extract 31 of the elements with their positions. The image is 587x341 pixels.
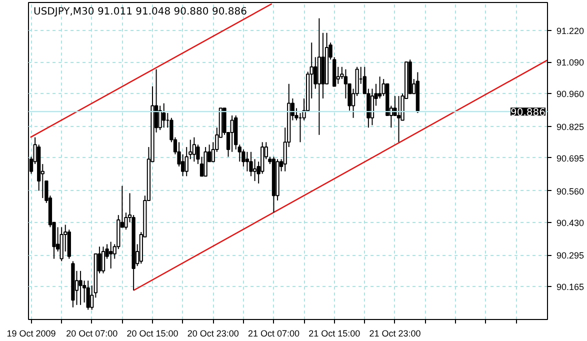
candlestick xyxy=(86,280,90,310)
candlestick xyxy=(78,270,82,306)
y-tick-label: 91.220 xyxy=(556,26,584,36)
y-tick-label: 90.825 xyxy=(556,122,584,132)
candlestick xyxy=(101,246,106,274)
candlestick xyxy=(109,241,113,269)
candlestick xyxy=(230,114,234,152)
candlestick xyxy=(378,76,382,99)
candlestick xyxy=(396,96,401,143)
x-tick-label: 20 Oct 07:00 xyxy=(66,328,118,338)
x-tick-label: 21 Oct 23:00 xyxy=(369,328,421,338)
x-tick-label: 21 Oct 07:00 xyxy=(248,328,300,338)
y-tick-label: 90.295 xyxy=(556,250,584,261)
candlestick xyxy=(158,105,162,131)
candlestick xyxy=(249,151,253,177)
candlestick xyxy=(192,136,196,162)
candlestick xyxy=(252,158,257,182)
x-tick-label: 21 Oct 15:00 xyxy=(308,328,360,338)
x-tick-label: 20 Oct 23:00 xyxy=(187,328,239,338)
chart-title: USDJPY,M30 91.011 91.048 90.880 90.886 xyxy=(34,6,247,18)
y-tick-label: 90.430 xyxy=(556,218,584,228)
y-tick-label: 90.560 xyxy=(556,186,584,196)
candlestick xyxy=(162,102,166,128)
x-tick-label: 20 Oct 15:00 xyxy=(126,328,178,338)
y-tick-label: 90.695 xyxy=(556,153,584,164)
y-tick-label: 91.090 xyxy=(556,58,584,68)
x-tick-label: 19 Oct 2009 xyxy=(6,328,56,338)
y-tick-label: 90.165 xyxy=(556,282,584,292)
y-tick-label: 90.960 xyxy=(556,89,584,100)
candlestick xyxy=(245,151,250,172)
candlestick xyxy=(370,88,374,126)
